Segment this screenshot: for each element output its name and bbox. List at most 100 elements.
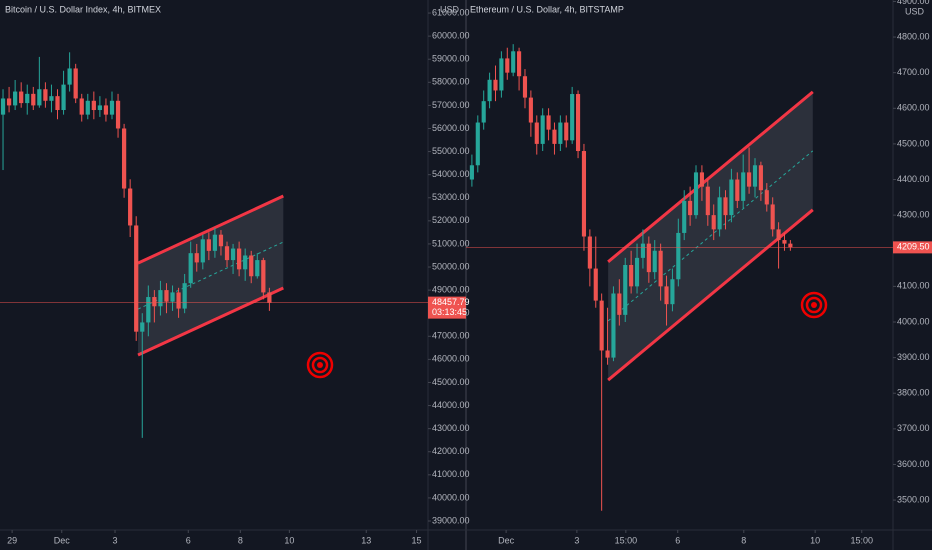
candle-body <box>693 172 699 216</box>
y-tick-label: 54000.00 <box>432 169 470 179</box>
candle-body <box>688 200 693 216</box>
y-tick-label: 51000.00 <box>432 238 470 248</box>
y-tick-label: 4800.00 <box>897 31 930 41</box>
x-tick-label: 3 <box>574 535 579 545</box>
candle-body <box>758 165 763 191</box>
candle-body <box>705 186 710 216</box>
candle-body <box>152 297 157 307</box>
candle-body <box>658 250 663 287</box>
x-tick-label: 15:00 <box>615 535 638 545</box>
candle-body <box>91 100 96 111</box>
candle-body <box>194 253 199 263</box>
candle-body <box>13 91 18 106</box>
candle-body <box>534 122 539 144</box>
candle-body <box>741 172 746 201</box>
last-price-label: 4209.50 <box>897 242 930 252</box>
channel-midline <box>607 150 814 322</box>
candle-body <box>212 234 218 251</box>
y-tick-label: 4400.00 <box>897 174 930 184</box>
candle-body <box>43 89 48 101</box>
y-tick-label: 4500.00 <box>897 138 930 148</box>
candle-body <box>55 96 60 111</box>
candle-body <box>176 292 181 309</box>
candle-body <box>581 151 587 237</box>
countdown-label: 03:13:45 <box>432 307 467 317</box>
candle-body <box>267 292 272 303</box>
y-tick-label: 50000.00 <box>432 261 470 271</box>
candle-body <box>243 255 248 270</box>
x-tick-label: 10 <box>284 535 294 545</box>
y-tick-label: 58000.00 <box>432 77 470 87</box>
y-tick-label: 46000.00 <box>432 354 470 364</box>
chart-title: Bitcoin / U.S. Dollar Index, 4h, BITMEX <box>5 4 161 14</box>
candle-body <box>481 101 486 123</box>
x-tick-label: 13 <box>361 535 371 545</box>
candle-body <box>475 122 480 166</box>
last-price-box <box>893 241 932 254</box>
candle-body <box>717 197 722 230</box>
y-tick-label: 4600.00 <box>897 103 930 113</box>
candle-body <box>640 243 645 258</box>
y-tick-label: 59000.00 <box>432 54 470 64</box>
candle-body <box>97 105 103 111</box>
candle-body <box>109 100 115 115</box>
candle-body <box>782 240 787 244</box>
candle-body <box>128 188 133 226</box>
candle-body <box>487 79 492 102</box>
candle-body <box>670 279 675 305</box>
candle-body <box>49 96 54 101</box>
candle-body <box>37 89 42 106</box>
candle-body <box>115 100 121 129</box>
candle-body <box>79 98 84 115</box>
x-tick-label: 15:00 <box>850 535 873 545</box>
y-tick-label: 4900.00 <box>897 0 930 6</box>
y-tick-label: 61000.00 <box>432 7 470 17</box>
candle-body <box>6 98 12 106</box>
candle-body <box>587 236 592 269</box>
candle-body <box>469 165 474 180</box>
candle-body <box>230 248 236 261</box>
candle-body <box>522 76 528 98</box>
candle-body <box>206 239 211 251</box>
y-tick-label: 52000.00 <box>432 215 470 225</box>
candle-body <box>723 197 728 216</box>
candle-body <box>31 93 36 106</box>
candle-body <box>788 243 793 248</box>
candle-body <box>711 215 716 230</box>
channel-upper <box>607 90 814 263</box>
y-tick-label: 39000.00 <box>432 515 470 525</box>
candle-body <box>499 58 504 91</box>
channel-lower <box>137 286 284 357</box>
y-tick-label: 4300.00 <box>897 210 930 220</box>
candle-body <box>511 51 516 73</box>
candle-body <box>599 300 604 351</box>
y-tick-label: 56000.00 <box>432 123 470 133</box>
x-tick-label: Dec <box>54 535 71 545</box>
candle-body <box>140 322 145 332</box>
y-tick-label: 53000.00 <box>432 192 470 202</box>
candle-body <box>146 297 151 323</box>
candle-body <box>188 253 193 284</box>
candle-body <box>61 84 66 111</box>
x-tick-label: 29 <box>7 535 17 545</box>
candle-body <box>182 283 187 309</box>
candle-body <box>770 204 775 230</box>
candle-body <box>564 122 569 141</box>
candle-body <box>85 100 90 115</box>
candle-body <box>570 94 575 141</box>
candle-body <box>558 122 563 144</box>
candle-body <box>540 115 545 144</box>
candle-body <box>605 350 610 358</box>
candle-body <box>747 172 752 187</box>
candle-body <box>121 128 127 189</box>
x-tick-label: 8 <box>741 535 746 545</box>
x-tick-label: 3 <box>113 535 118 545</box>
chart-title: Ethereum / U.S. Dollar, 4h, BITSTAMP <box>470 4 624 14</box>
candle-body <box>634 257 640 287</box>
y-tick-label: 40000.00 <box>432 492 470 502</box>
y-tick-label: 43000.00 <box>432 423 470 433</box>
candle-body <box>103 105 109 115</box>
candle-body <box>593 268 598 301</box>
y-tick-label: 45000.00 <box>432 377 470 387</box>
y-tick-label: 3900.00 <box>897 352 930 362</box>
